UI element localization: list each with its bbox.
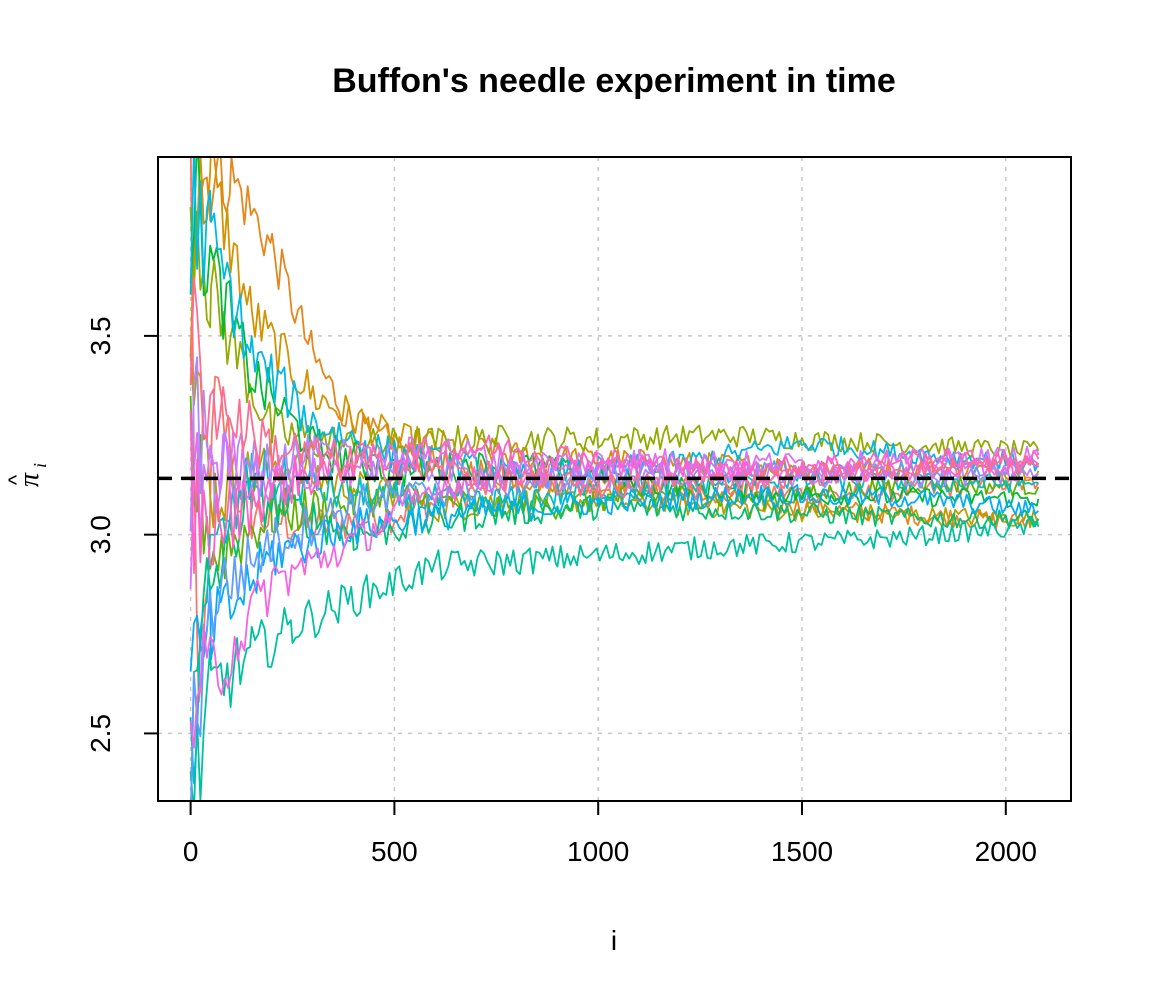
x-tick-label: 1500	[771, 836, 833, 867]
y-axis-label: π ^ i	[4, 463, 50, 487]
series-line-17	[189, 410, 1040, 574]
chart-title: Buffon's needle experiment in time	[332, 62, 896, 100]
y-axis-label-hat: ^	[4, 474, 29, 485]
series-line-8	[190, 472, 1040, 801]
series-lines	[189, 157, 1040, 801]
x-axis-label: i	[611, 925, 617, 956]
series-line-5	[189, 207, 1040, 464]
plot-frame	[157, 156, 1072, 802]
x-tick-label: 1000	[567, 836, 629, 867]
y-axis-label-pi: π	[14, 472, 45, 487]
series-line-15	[189, 431, 1040, 590]
series-line-18	[189, 276, 1039, 499]
y-tick-label: 3.5	[85, 316, 116, 355]
y-tick-label: 3.0	[85, 515, 116, 554]
y-tick-label: 2.5	[85, 714, 116, 753]
y-axis-label-subscript: i	[30, 463, 50, 468]
y-axis-ticks: 2.5 3.0 3.5	[85, 316, 158, 753]
series-line-1	[189, 157, 1040, 703]
series-line-12	[189, 484, 1040, 672]
x-tick-label: 0	[183, 836, 199, 867]
series-line-16	[189, 454, 1040, 749]
x-tick-label: 500	[371, 836, 418, 867]
x-tick-label: 2000	[975, 836, 1037, 867]
series-line-9	[189, 517, 1040, 801]
x-axis-ticks: 0 500 1000 1500 2000	[183, 801, 1037, 867]
